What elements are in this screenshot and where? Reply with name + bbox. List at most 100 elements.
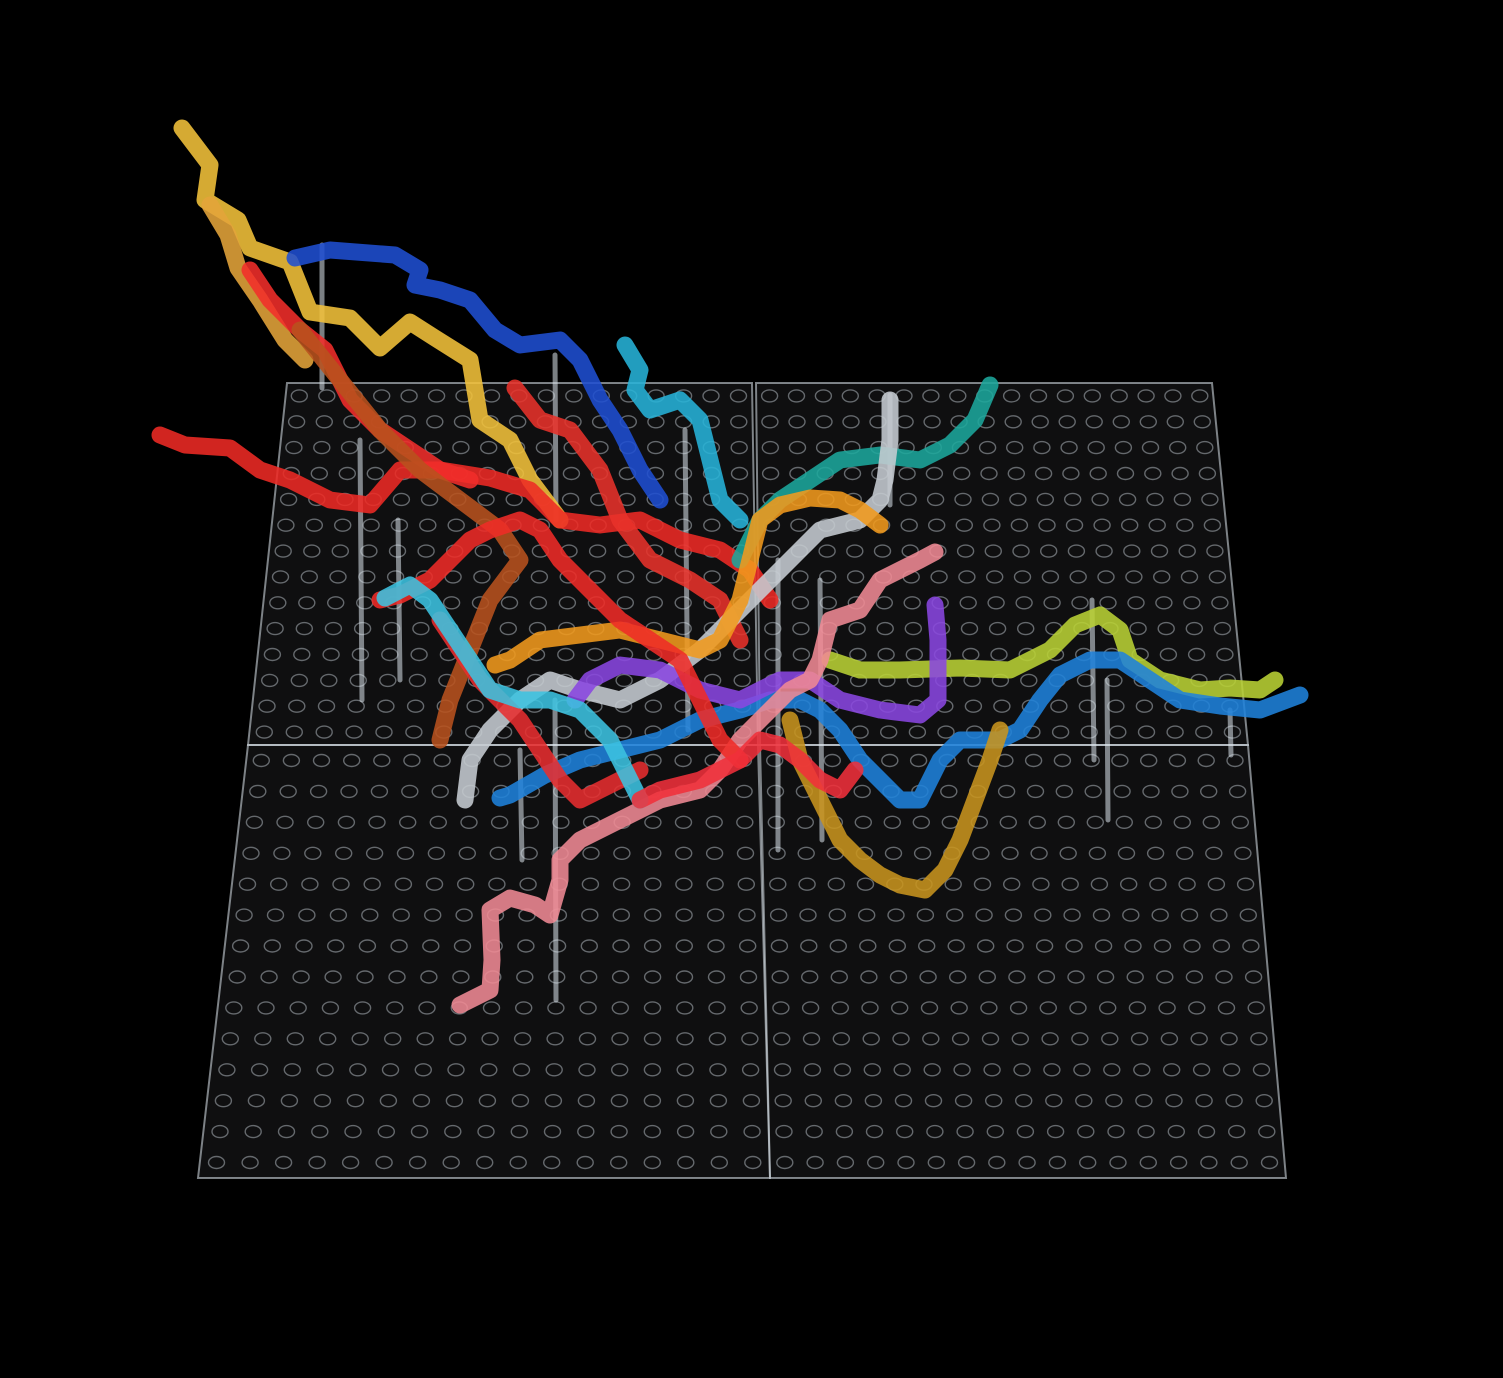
peg-hole [279,784,297,799]
peg-hole [285,725,303,739]
peg-hole [674,699,692,713]
peg-hole [977,939,995,953]
peg-hole [709,1063,727,1077]
peg-hole [823,753,841,768]
peg-hole [368,815,386,829]
peg-hole [343,753,361,768]
peg-hole [983,518,1001,532]
peg-hole [792,621,810,636]
peg-hole [578,1032,597,1046]
peg-hole [1063,908,1081,922]
peg-hole [834,1093,853,1108]
peg-hole [1071,596,1089,610]
peg-hole [329,570,347,584]
peg-hole [511,1093,530,1108]
peg-hole [1094,939,1113,953]
peg-hole [1109,1155,1127,1170]
peg-hole [674,596,692,610]
peg-hole [1013,1063,1031,1077]
peg-hole [1195,1093,1213,1108]
peg-hole [1176,518,1194,532]
peg-hole [1058,415,1076,429]
amber-tube [201,196,314,369]
peg-hole [401,784,419,799]
peg-hole [1122,908,1140,922]
peg-hole [442,596,461,610]
peg-hole [285,440,303,455]
peg-hole [1135,699,1154,713]
peg-hole [735,784,753,799]
peg-hole [926,1124,944,1139]
peg-hole [892,1032,910,1046]
peg-hole [309,784,328,799]
peg-hole [764,647,782,662]
peg-hole [1178,544,1196,558]
peg-hole [891,1001,909,1015]
peg-hole [861,1001,879,1015]
peg-hole [260,970,278,984]
peg-hole [1196,440,1214,455]
peg-hole [643,1063,662,1077]
peg-hole [613,846,631,860]
peg-hole [1148,518,1166,532]
peg-hole [580,939,598,953]
peg-hole [1242,939,1260,953]
peg-hole [399,815,417,829]
peg-hole [676,1063,694,1077]
peg-hole [310,466,328,481]
peg-hole [529,596,548,610]
peg-hole [295,621,313,636]
peg-hole [250,1063,269,1077]
peg-hole [1085,415,1103,429]
peg-hole [444,1124,462,1139]
peg-hole [370,784,389,799]
peg-hole [561,492,580,507]
peg-hole [983,1063,1001,1077]
peg-hole [543,1155,561,1170]
peg-hole [225,1001,243,1015]
peg-hole [888,939,906,953]
peg-hole [877,647,895,662]
peg-hole [1226,753,1244,768]
peg-hole [710,1155,728,1170]
peg-hole [345,725,363,739]
peg-hole [425,877,444,891]
peg-hole [286,1032,304,1046]
peg-hole [897,1155,915,1170]
peg-hole [408,1155,427,1170]
peg-hole [419,518,437,532]
peg-hole [1202,815,1221,829]
red-tube-3 [506,379,749,649]
peg-hole [1135,1093,1153,1108]
peg-hole [517,939,535,953]
peg-hole [946,908,964,922]
peg-hole [805,1124,823,1139]
peg-hole [978,440,997,455]
peg-hole [1185,970,1204,984]
peg-hole [476,1155,494,1170]
peg-hole [730,440,748,455]
peg-hole [356,970,374,984]
peg-hole [346,1093,365,1108]
peg-hole [953,466,971,481]
peg-hole [1097,570,1115,584]
peg-hole [576,1155,594,1170]
peg-hole [918,939,936,953]
peg-hole [1055,784,1074,799]
peg-hole [1053,753,1072,768]
peg-hole [644,846,662,860]
peg-hole [1016,621,1035,636]
peg-hole [218,1063,236,1077]
peg-hole [353,1001,372,1015]
peg-hole [1103,1063,1121,1077]
peg-hole [922,1032,940,1046]
peg-hole [1126,970,1144,984]
peg-hole [1091,492,1109,507]
peg-hole [644,699,662,713]
peg-hole [1146,846,1165,860]
peg-hole [447,1063,465,1077]
peg-hole [796,815,814,829]
support-post [552,352,559,523]
peg-hole [500,596,519,610]
peg-hole [981,492,1000,507]
